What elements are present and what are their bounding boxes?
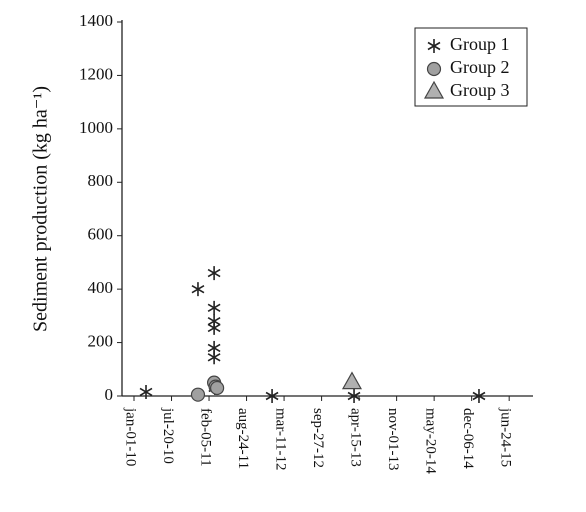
y-tick-label: 1000 [79,118,113,137]
legend-label: Group 3 [450,80,510,100]
point [265,389,279,403]
point [341,371,363,390]
legend-label: Group 2 [450,57,510,77]
y-tick-label: 600 [88,225,114,244]
y-tick-label: 800 [88,171,114,190]
point [472,389,486,403]
x-tick-label: mar-11-12 [273,408,289,470]
legend-marker [423,80,445,99]
x-tick-label: aug-24-11 [235,408,251,469]
point [191,282,205,297]
point [210,380,225,396]
y-tick-label: 1400 [79,11,113,30]
point [207,350,221,365]
x-tick-label: sep-27-12 [310,408,326,468]
point [207,320,221,335]
x-tick-label: jan-01-10 [123,407,139,466]
point [207,300,221,315]
y-tick-label: 200 [88,331,114,350]
legend-marker [427,39,441,53]
y-axis-label: Sediment production (kg ha⁻¹) [30,86,52,332]
point [207,266,221,281]
point [190,387,206,402]
x-tick-label: jul-20-10 [160,407,176,464]
x-tick-label: feb-05-11 [198,408,214,467]
x-tick-label: apr-15-13 [348,408,364,467]
point [139,384,153,399]
x-tick-label: nov-01-13 [385,408,401,471]
x-tick-label: jun-24-15 [498,407,514,467]
legend-label: Group 1 [450,34,510,54]
x-tick-label: dec-06-14 [460,408,476,469]
legend-marker [426,61,442,77]
x-tick-label: may-20-14 [423,408,439,474]
y-tick-label: 0 [105,385,114,404]
y-tick-label: 400 [88,278,114,297]
y-tick-label: 1200 [79,64,113,83]
point [347,389,361,403]
